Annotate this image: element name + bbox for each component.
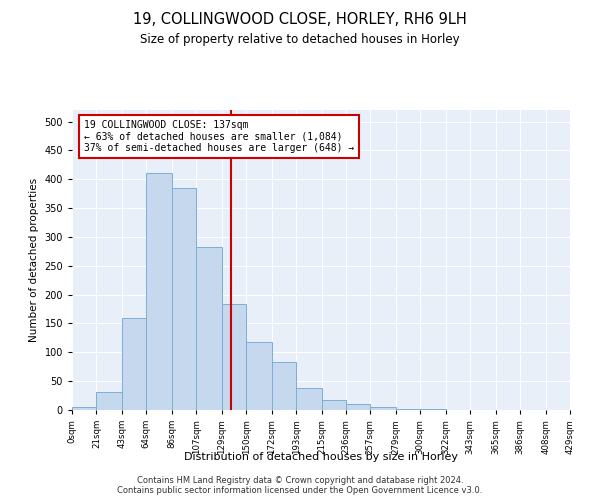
Y-axis label: Number of detached properties: Number of detached properties [29, 178, 39, 342]
Bar [72, 407, 97, 410]
Bar [222, 304, 246, 410]
Bar [172, 188, 196, 410]
Bar [122, 318, 146, 410]
Text: 19 COLLINGWOOD CLOSE: 137sqm
← 63% of detached houses are smaller (1,084)
37% of: 19 COLLINGWOOD CLOSE: 137sqm ← 63% of de… [83, 120, 354, 153]
Bar [97, 392, 122, 410]
Bar [196, 246, 222, 410]
Bar [146, 174, 172, 410]
Text: Contains HM Land Registry data © Crown copyright and database right 2024.
Contai: Contains HM Land Registry data © Crown c… [118, 476, 482, 495]
Text: 19, COLLINGWOOD CLOSE, HORLEY, RH6 9LH: 19, COLLINGWOOD CLOSE, HORLEY, RH6 9LH [133, 12, 467, 28]
Bar [322, 400, 346, 410]
Bar [246, 342, 272, 410]
Text: Distribution of detached houses by size in Horley: Distribution of detached houses by size … [184, 452, 458, 462]
Bar [396, 409, 420, 410]
Bar [272, 362, 296, 410]
Bar [346, 404, 370, 410]
Text: Size of property relative to detached houses in Horley: Size of property relative to detached ho… [140, 32, 460, 46]
Bar [370, 407, 396, 410]
Bar [296, 388, 322, 410]
